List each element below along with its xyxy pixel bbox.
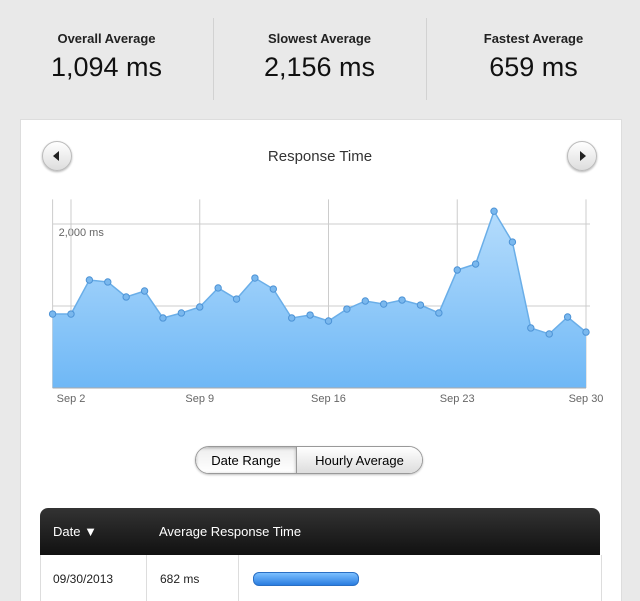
point — [140, 287, 149, 295]
prev-button[interactable] — [42, 141, 72, 171]
point — [471, 260, 480, 268]
x-tick-label: Sep 9 — [185, 393, 214, 405]
point — [251, 274, 259, 282]
point — [196, 303, 204, 311]
chart: 2,000 ms Sep 2 Sep 9 Sep 16 Sep 23 Sep 30 — [48, 199, 604, 405]
point — [214, 284, 222, 292]
point — [379, 300, 388, 308]
area — [52, 211, 587, 388]
x-tick-label: Sep 16 — [311, 393, 346, 405]
point — [159, 314, 167, 322]
point — [582, 328, 590, 336]
point — [416, 301, 425, 309]
point — [306, 311, 314, 319]
stat: Slowest Average 2,156 ms — [213, 0, 426, 100]
row-bar — [253, 572, 359, 586]
point — [122, 293, 130, 301]
chart-title: Response Time — [267, 148, 373, 165]
stat-label: Fastest Average — [483, 31, 584, 46]
stat-value: 2,156 ms — [263, 52, 376, 82]
point — [453, 266, 461, 274]
point — [563, 313, 572, 321]
table-header: Date ▼ Average Response Time — [40, 508, 600, 555]
point — [67, 310, 75, 318]
point — [361, 297, 369, 305]
point — [288, 314, 296, 322]
header-cell[interactable]: Date ▼ — [53, 524, 97, 539]
point — [398, 296, 406, 304]
point — [177, 309, 186, 317]
divider — [426, 18, 427, 100]
point — [508, 238, 517, 246]
point — [545, 330, 553, 338]
toggle-option[interactable]: Hourly Average — [296, 447, 422, 473]
stat-value: 659 ms — [489, 52, 578, 82]
point — [527, 324, 535, 332]
y-tick-label: 2,000 ms — [59, 227, 105, 239]
point — [269, 285, 278, 293]
point — [490, 207, 498, 215]
point — [85, 276, 94, 284]
stat-value: 1,094 ms — [50, 52, 163, 82]
cell: 09/30/2013 — [53, 572, 114, 586]
cell: 682 ms — [160, 572, 200, 586]
stat-label: Slowest Average — [267, 31, 372, 46]
point — [48, 310, 57, 318]
x-tick-label: Sep 23 — [440, 393, 475, 405]
x-tick-label: Sep 2 — [57, 393, 86, 405]
x-tick-label: Sep 30 — [569, 393, 604, 405]
point — [104, 278, 112, 286]
point — [232, 295, 241, 303]
toggle-option[interactable]: Date Range — [196, 447, 296, 473]
stat: Overall Average 1,094 ms — [0, 0, 213, 100]
stat-label: Overall Average — [57, 31, 156, 46]
toggle: Date Range Hourly Average — [195, 446, 423, 474]
next-button[interactable] — [567, 141, 597, 171]
divider — [213, 18, 214, 100]
point — [324, 317, 333, 325]
point — [343, 305, 351, 313]
header-cell: Average Response Time — [159, 524, 302, 539]
table-row: 09/30/2013 682 ms — [40, 555, 602, 601]
stat: Fastest Average 659 ms — [427, 0, 640, 100]
point — [435, 309, 443, 317]
